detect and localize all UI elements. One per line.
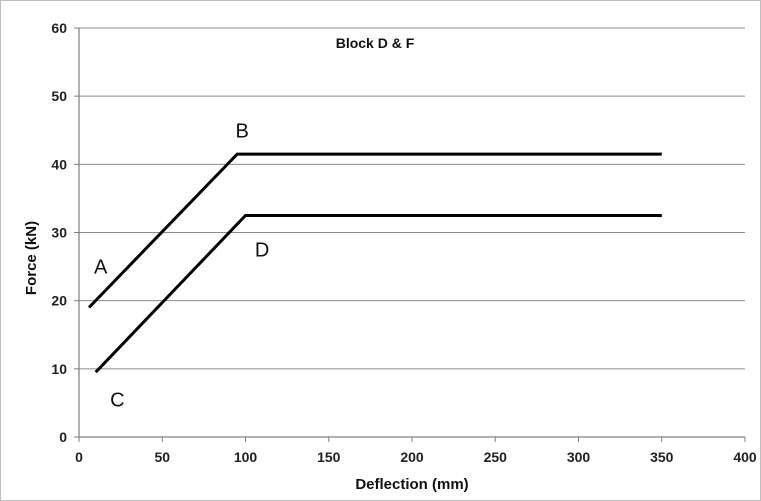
y-tick-label-50: 50 <box>51 88 67 104</box>
series-line-2 <box>94 214 662 374</box>
x-tick-label-400: 400 <box>733 449 757 465</box>
x-tick-label-150: 150 <box>317 449 341 465</box>
x-tick-label-200: 200 <box>400 449 424 465</box>
y-tick-label-30: 30 <box>51 225 67 241</box>
gridlines <box>79 27 745 370</box>
tick-labels: 0 10 20 30 40 50 60 0 50 100 150 200 250 300 350 400 <box>51 20 756 465</box>
annotation-a: A <box>94 257 108 279</box>
series-line-1 <box>87 152 662 309</box>
y-axis-title: Force (kN) <box>23 221 40 295</box>
annotation-b: B <box>235 120 248 142</box>
y-tick-label-20: 20 <box>51 293 67 309</box>
series-lines <box>87 152 662 374</box>
x-tick-label-350: 350 <box>650 449 674 465</box>
y-tick-label-0: 0 <box>59 429 67 445</box>
x-tick-label-100: 100 <box>234 449 258 465</box>
y-tick-label-60: 60 <box>51 20 67 36</box>
x-tick-label-0: 0 <box>75 449 83 465</box>
y-tick-label-40: 40 <box>51 156 67 172</box>
x-tick-label-300: 300 <box>567 449 591 465</box>
x-tick-label-50: 50 <box>154 449 170 465</box>
annotation-c: C <box>110 390 124 412</box>
x-axis-title: Deflection (mm) <box>355 476 468 493</box>
annotation-d: D <box>255 240 269 262</box>
y-tick-label-10: 10 <box>51 361 67 377</box>
chart-title: Block D & F <box>336 35 415 51</box>
annotations: A B C D <box>94 120 269 411</box>
axes <box>74 27 746 442</box>
x-tick-label-250: 250 <box>484 449 508 465</box>
